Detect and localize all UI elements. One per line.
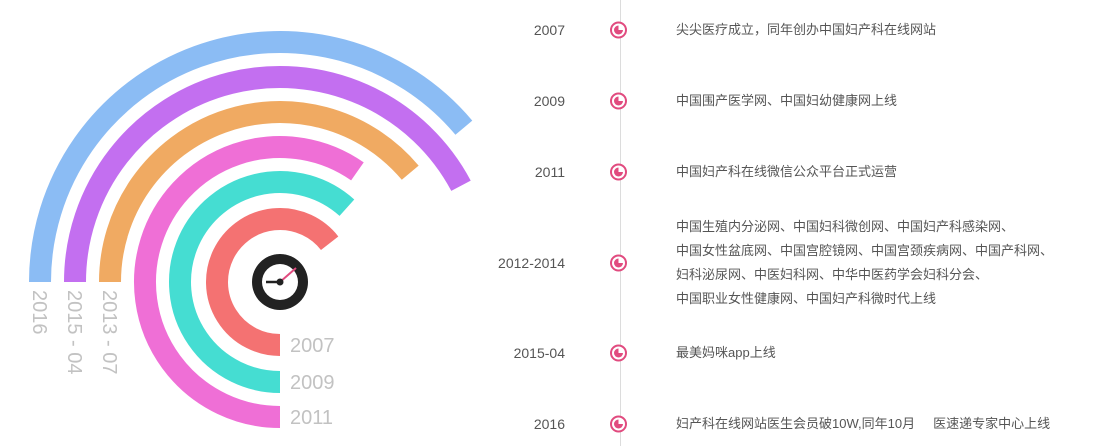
- timeline-year: 2007: [533, 22, 565, 38]
- arc-label-2: 2015 - 04: [63, 290, 85, 375]
- timeline-description: 尖尖医疗成立，同年创办中国妇产科在线网站: [676, 18, 1096, 42]
- arc-6: [206, 208, 339, 356]
- arc-5: [169, 171, 355, 393]
- clock-icon: [610, 21, 627, 39]
- clock-icon: [610, 163, 627, 181]
- arc-label-4: 2011: [290, 407, 333, 429]
- timeline-year: 2012-2014: [498, 255, 565, 271]
- rainbow-arc-chart: 2016 2015 - 04 2013 - 07 2011 2009 2007: [28, 31, 473, 429]
- timeline-description: 中国生殖内分泌网、中国妇科微创网、中国妇产科感染网、中国女性盆底网、中国宫腔镜网…: [676, 215, 1096, 311]
- clock-icon: [610, 92, 627, 110]
- timeline-year: 2011: [534, 164, 565, 180]
- timeline-description-line: 尖尖医疗成立，同年创办中国妇产科在线网站: [676, 22, 937, 37]
- clock-icon: [610, 344, 627, 362]
- clock-icon: [252, 254, 308, 310]
- timeline-description: 中国妇产科在线微信公众平台正式运营: [676, 160, 1096, 184]
- arc-label-1: 2016: [28, 290, 50, 335]
- clock-icon: [610, 254, 627, 272]
- arc-label-6: 2007: [290, 335, 335, 357]
- clock-icon: [610, 415, 627, 433]
- timeline-year: 2016: [533, 416, 565, 432]
- timeline-description-line: 中国妇产科在线微信公众平台正式运营: [676, 164, 898, 179]
- timeline-description-line: 中国女性盆底网、中国宫腔镜网、中国宫颈疾病网、中国产科网、: [676, 243, 1054, 258]
- timeline-description-line: 妇科泌尿网、中医妇科网、中华中医药学会妇科分会、: [676, 267, 989, 282]
- arc-3: [99, 101, 419, 283]
- timeline-description: 中国围产医学网、中国妇幼健康网上线: [676, 89, 1096, 113]
- timeline-description-line: 最美妈咪app上线: [676, 345, 776, 360]
- arc-label-3: 2013 - 07: [98, 290, 120, 375]
- timeline-description: 妇产科在线网站医生会员破10W,同年10月 医速递专家中心上线: [676, 412, 1096, 436]
- timeline-description-line: 中国围产医学网、中国妇幼健康网上线: [676, 93, 898, 108]
- timeline-year: 2015-04: [513, 345, 565, 361]
- arc-2: [64, 66, 471, 283]
- arc-1: [29, 31, 473, 283]
- timeline-line: [620, 0, 621, 446]
- timeline-description-line: 中国职业女性健康网、中国妇产科微时代上线: [676, 291, 937, 306]
- timeline-description-line: 中国生殖内分泌网、中国妇科微创网、中国妇产科感染网、: [676, 219, 1015, 234]
- arc-4: [134, 136, 364, 428]
- arc-label-5: 2009: [290, 372, 335, 394]
- timeline-description: 最美妈咪app上线: [676, 341, 1096, 365]
- timeline-description-line: 妇产科在线网站医生会员破10W,同年10月 医速递专家中心上线: [676, 416, 1051, 431]
- timeline-year: 2009: [533, 93, 565, 109]
